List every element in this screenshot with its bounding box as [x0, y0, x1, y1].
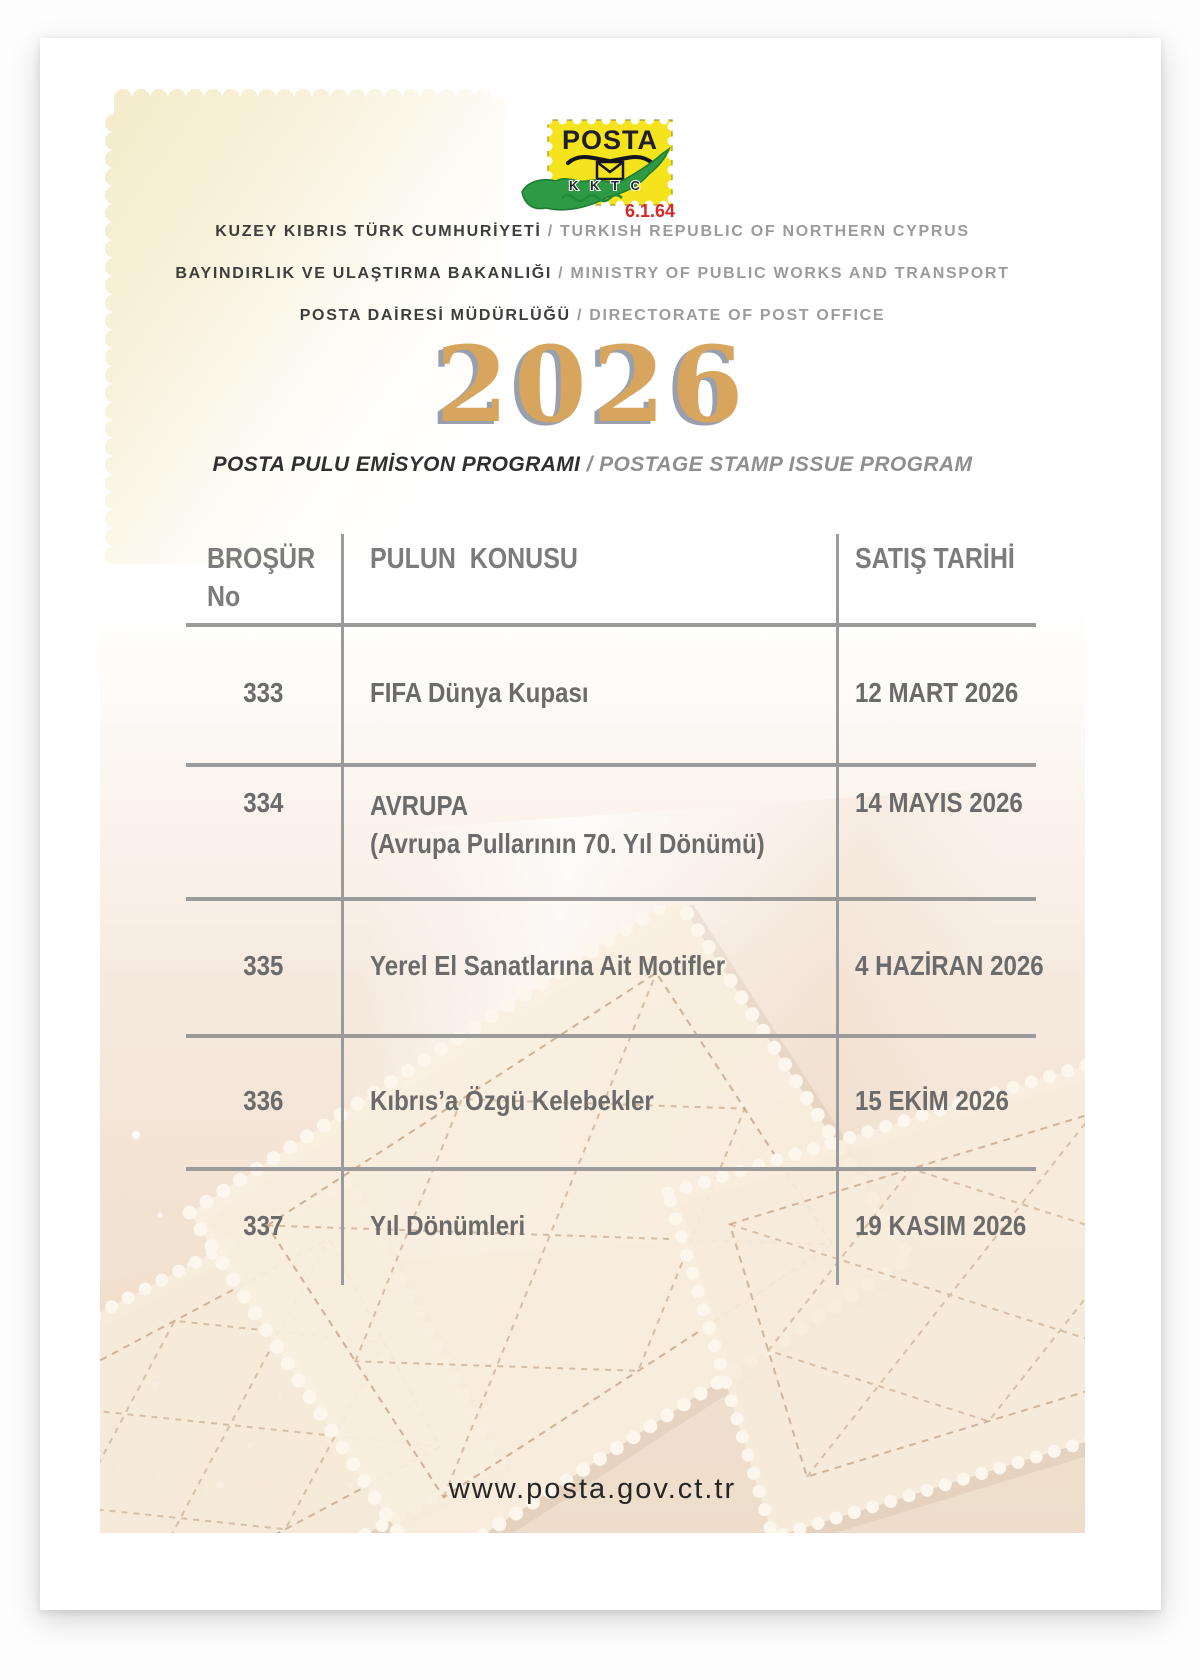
program-subtitle-separator: / [580, 453, 600, 476]
stamp-watermark-image [100, 905, 1085, 1533]
cell-brochure-no: 334 [243, 787, 284, 818]
program-subtitle-tr: POSTA PULU EMİSYON PROGRAMI [212, 453, 581, 476]
logo-stamp-perforation [543, 115, 677, 210]
table-horizontal-line-4 [186, 1034, 1036, 1038]
table-horizontal-line-5 [186, 1167, 1036, 1171]
header-line-ministry: BAYINDIRLIK VE ULAŞTIRMA BAKANLIĞI / MIN… [100, 265, 1085, 283]
table-row: 335 Yerel El Sanatlarına Ait Motifler 4 … [186, 897, 1044, 1034]
cell-brochure-no: 333 [243, 677, 284, 708]
table-horizontal-line-3 [186, 897, 1036, 901]
header-line-directorate: POSTA DAİRESİ MÜDÜRLÜĞÜ / DIRECTORATE OF… [100, 307, 1085, 325]
table-horizontal-line-1 [186, 623, 1036, 627]
logo-wave-line [561, 193, 623, 203]
table-horizontal-line-2 [186, 763, 1036, 767]
cell-sale-date: 12 MART 2026 [855, 677, 1019, 708]
header-line-directorate-en: DIRECTORATE OF POST OFFICE [589, 307, 886, 324]
logo-posta-text: POSTA [562, 125, 658, 155]
logo-date-text: 6.1.64 [625, 201, 675, 221]
cell-brochure-no: 336 [243, 1084, 284, 1116]
website-url: www.posta.gov.ct.tr [448, 1473, 737, 1505]
cell-sale-date: 15 EKİM 2026 [855, 1084, 1009, 1116]
cell-stamp-topic: FIFA Dünya Kupası [370, 677, 589, 708]
table-vertical-line-2 [836, 534, 839, 1285]
header-separator: / [570, 307, 590, 324]
deckled-corner-graphic [105, 89, 505, 564]
bird-envelope-icon [566, 155, 654, 181]
table-row: 334 AVRUPA (Avrupa Pullarının 70. Yıl Dön… [186, 763, 1036, 897]
cell-sale-date: 14 MAYIS 2026 [855, 787, 1023, 818]
posta-kktc-logo: POSTA K K T C 6.1.64 [521, 115, 677, 221]
table-row: 337 Yıl Dönümleri 19 KASIM 2026 [186, 1167, 1036, 1285]
cell-sale-date: 19 KASIM 2026 [855, 1210, 1027, 1241]
cell-stamp-topic: Yerel El Sanatlarına Ait Motifler [370, 949, 726, 981]
header-separator: / [541, 223, 561, 240]
watermark-stamp-center [180, 905, 927, 1533]
cell-brochure-no: 337 [243, 1210, 284, 1241]
header-line-country: KUZEY KIBRIS TÜRK CUMHURİYETİ / TURKISH … [100, 223, 1085, 241]
year-title: 2026 [435, 323, 750, 446]
table-header-row: BROŞÜR No PULUN KONUSU SATIŞ TARİHİ [186, 540, 1036, 620]
header-line-ministry-en: MINISTRY OF PUBLIC WORKS AND TRANSPORT [570, 265, 1010, 282]
program-subtitle-en: POSTAGE STAMP ISSUE PROGRAM [599, 453, 973, 476]
cell-brochure-no: 335 [243, 949, 284, 981]
column-header-stamp-topic: PULUN KONUSU [370, 543, 578, 575]
table-vertical-line-1 [341, 534, 344, 1285]
table-row: 333 FIFA Dünya Kupası 12 MART 2026 [186, 623, 1036, 763]
cyprus-island-shape [521, 146, 671, 211]
cell-stamp-topic: AVRUPA (Avrupa Pullarının 70. Yıl Dönümü) [370, 790, 765, 859]
cell-sale-date: 4 HAZİRAN 2026 [855, 949, 1044, 981]
header-line-directorate-tr: POSTA DAİRESİ MÜDÜRLÜĞÜ [299, 307, 571, 324]
cell-stamp-topic: Kıbrıs’a Özgü Kelebekler [370, 1084, 654, 1116]
header-line-country-en: TURKISH REPUBLIC OF NORTHERN CYPRUS [560, 223, 970, 240]
column-header-brochure-no: BROŞÜR No [207, 543, 316, 613]
brochure-page: POSTA K K T C 6.1.64 KUZEY KIBRIS TÜRK C… [40, 38, 1161, 1610]
table-row: 336 Kıbrıs’a Özgü Kelebekler 15 EKİM 202… [186, 1034, 1036, 1167]
column-header-sale-date: SATIŞ TARİHİ [855, 543, 1015, 575]
program-subtitle: POSTA PULU EMİSYON PROGRAMI / POSTAGE ST… [100, 453, 1085, 477]
brochure-content-area: POSTA K K T C 6.1.64 KUZEY KIBRIS TÜRK C… [100, 85, 1085, 1533]
header-line-ministry-tr: BAYINDIRLIK VE ULAŞTIRMA BAKANLIĞI [175, 265, 553, 282]
header-line-country-tr: KUZEY KIBRIS TÜRK CUMHURİYETİ [215, 223, 542, 240]
logo-kktc-text: K K T C [569, 178, 644, 193]
header-separator: / [552, 265, 571, 282]
cell-stamp-topic: Yıl Dönümleri [370, 1210, 526, 1241]
watermark-stamp-right [659, 1044, 1085, 1533]
